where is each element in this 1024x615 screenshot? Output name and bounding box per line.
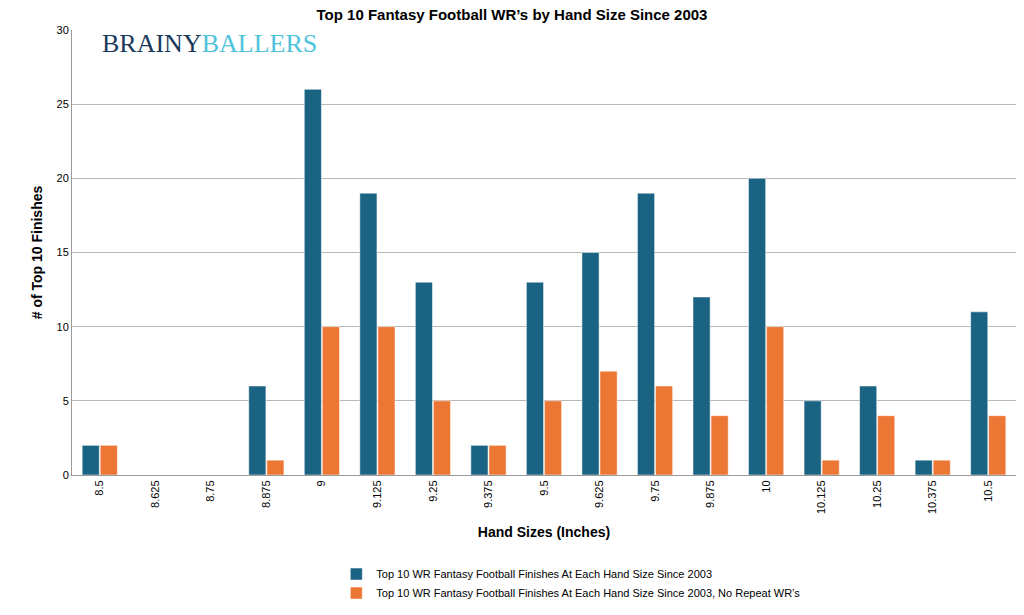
svg-text:9.625: 9.625 xyxy=(593,480,605,508)
svg-text:Top 10 WR Fantasy Football Fin: Top 10 WR Fantasy Football Finishes At E… xyxy=(376,568,712,580)
svg-text:8.75: 8.75 xyxy=(204,480,216,501)
svg-text:9.375: 9.375 xyxy=(482,480,494,508)
svg-text:BRAINYBALLERS: BRAINYBALLERS xyxy=(102,29,317,58)
svg-text:9.125: 9.125 xyxy=(371,480,383,508)
svg-text:9.75: 9.75 xyxy=(649,480,661,501)
svg-text:0: 0 xyxy=(63,469,69,481)
svg-text:20: 20 xyxy=(57,172,69,184)
svg-text:Top 10 Fantasy Football WR’s b: Top 10 Fantasy Football WR’s by Hand Siz… xyxy=(317,6,708,23)
svg-text:25: 25 xyxy=(57,98,69,110)
svg-text:9.875: 9.875 xyxy=(704,480,716,508)
svg-text:15: 15 xyxy=(57,246,69,258)
svg-text:5: 5 xyxy=(63,395,69,407)
svg-text:8.5: 8.5 xyxy=(93,480,105,495)
svg-text:8.875: 8.875 xyxy=(260,480,272,508)
svg-text:9: 9 xyxy=(315,480,327,486)
svg-text:# of Top 10 Finishes: # of Top 10 Finishes xyxy=(29,186,45,320)
svg-text:9.5: 9.5 xyxy=(538,480,550,495)
svg-text:Hand Sizes (Inches): Hand Sizes (Inches) xyxy=(478,524,610,540)
svg-text:10.375: 10.375 xyxy=(926,480,938,514)
svg-text:10.125: 10.125 xyxy=(815,480,827,514)
svg-text:30: 30 xyxy=(57,24,69,36)
svg-text:10: 10 xyxy=(57,321,69,333)
svg-text:9.25: 9.25 xyxy=(427,480,439,501)
svg-text:Top 10 WR Fantasy Football Fin: Top 10 WR Fantasy Football Finishes At E… xyxy=(376,587,800,599)
svg-text:10.25: 10.25 xyxy=(871,480,883,508)
svg-text:10.5: 10.5 xyxy=(982,480,994,501)
svg-text:10: 10 xyxy=(760,480,772,492)
svg-text:8.625: 8.625 xyxy=(149,480,161,508)
